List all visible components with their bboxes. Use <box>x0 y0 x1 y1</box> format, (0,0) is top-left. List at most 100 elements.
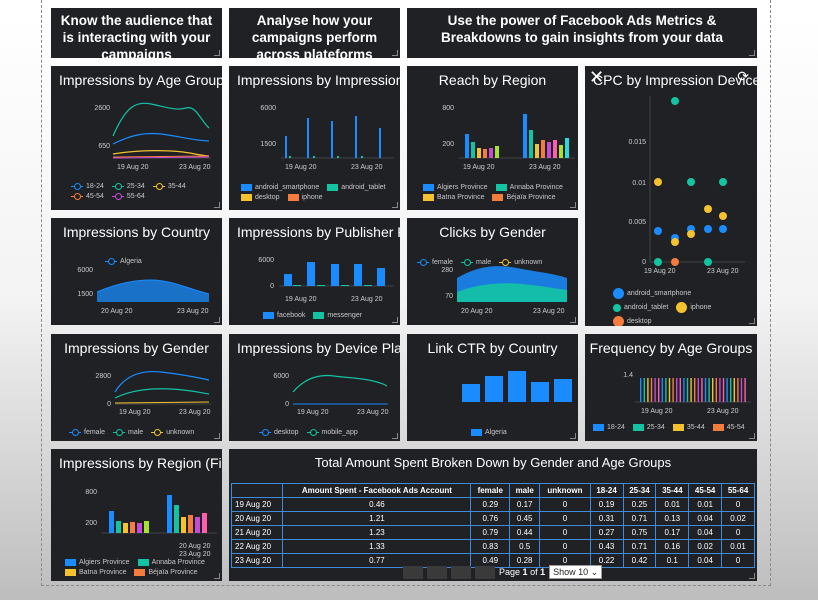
freq-bar <box>665 378 667 402</box>
first-page-button[interactable] <box>403 565 423 579</box>
panel-impressions-gender[interactable]: Impressions by Gender 2800 0 19 Aug 20 2… <box>51 334 222 441</box>
panel-impressions-publisher[interactable]: Impressions by Publisher Platform 6000 0… <box>229 218 400 325</box>
column-header[interactable]: Amount Spent - Facebook Ads Account <box>282 483 472 498</box>
table-cell: 0.29 <box>470 497 511 512</box>
svg-text:20 Aug 20: 20 Aug 20 <box>101 308 133 315</box>
panel-impressions-country[interactable]: Impressions by Country 6000 1500 20 Aug … <box>51 218 222 325</box>
rows-per-page-select[interactable]: Show 10 ⌄ <box>549 565 603 579</box>
table-cell: 0.71 <box>622 511 657 526</box>
table-cell: 0.19 <box>589 497 624 512</box>
ctr-bar-chart <box>462 371 572 402</box>
table-cell: 0.13 <box>655 511 690 526</box>
series-55-64 <box>112 156 210 159</box>
panel-reach-region[interactable]: Reach by Region 800 200 19 Aug 20 23 Aug… <box>407 66 578 210</box>
table-cell: 0.1 <box>655 553 690 568</box>
age-line-chart: 2600 650 19 Aug 20 23 Aug 20 <box>94 102 211 171</box>
table-cell: 1.33 <box>282 539 472 554</box>
panel-title: Impressions by Age Groups <box>59 72 222 88</box>
panel-clicks-gender[interactable]: Clicks by Gender 280 70 20 Aug 20 23 Aug… <box>407 218 578 325</box>
svg-text:23 Aug 20: 23 Aug 20 <box>351 164 383 171</box>
column-header[interactable]: unknown <box>539 483 591 498</box>
freq-bar <box>719 378 721 402</box>
y-tick: 2600 <box>94 105 110 112</box>
heading-text: Analyse how your campaigns perform acros… <box>251 13 378 58</box>
table-cell: 0.27 <box>589 525 624 540</box>
svg-text:800: 800 <box>442 105 454 112</box>
legend: android_smartphone android_tablet deskto… <box>241 184 396 201</box>
table-cell: 0.02 <box>688 539 723 554</box>
svg-text:19 Aug 20: 19 Aug 20 <box>285 164 317 171</box>
table-cell: 0.42 <box>622 553 657 568</box>
reach-bar-chart: 800 200 19 Aug 20 23 Aug 20 <box>442 105 575 171</box>
series-35-44 <box>112 150 210 157</box>
x-tick: 23 Aug 20 <box>179 164 211 171</box>
table-cell: 20 Aug 20 <box>230 511 284 526</box>
table-cell: 0.79 <box>470 525 511 540</box>
freq-bar-chart: 1.4 19 Aug 20 23 Aug 20 <box>623 372 751 415</box>
panel-cpc-device[interactable]: CPC by Impression Device ✕ ⟳ 0.015 0.01 … <box>585 66 757 326</box>
freq-bar <box>737 378 739 402</box>
table-cell: 0.04 <box>688 511 723 526</box>
panel-impressions-region-filtered[interactable]: Impressions by Region (Filtered) 800 200… <box>51 449 222 581</box>
gender-line-chart: 2800 0 19 Aug 20 23 Aug 20 <box>95 370 211 416</box>
refresh-icon[interactable]: ⟳ <box>737 68 749 84</box>
freq-bar <box>733 378 735 402</box>
column-header[interactable]: male <box>509 483 541 498</box>
panel-impressions-age[interactable]: Impressions by Age Groups 2600 650 19 Au… <box>51 66 222 210</box>
svg-text:20 Aug 20: 20 Aug 20 <box>461 308 493 315</box>
table-cell: 0.04 <box>688 553 723 568</box>
next-page-button[interactable] <box>451 565 471 579</box>
column-header[interactable]: 55-64 <box>721 483 755 498</box>
svg-text:19 Aug 20: 19 Aug 20 <box>285 296 317 303</box>
y-tick: 650 <box>98 143 110 150</box>
legend: Algiers Province Annaba Province Batna P… <box>65 559 220 576</box>
table-cell: 21 Aug 20 <box>230 525 284 540</box>
column-header[interactable]: 18-24 <box>589 483 624 498</box>
table-header-row: Amount Spent - Facebook Ads Account femal… <box>230 483 755 498</box>
device-bar-chart: 6000 1500 19 Aug 20 23 Aug 20 <box>260 105 394 171</box>
svg-text:19 Aug 20: 19 Aug 20 <box>119 409 151 416</box>
table-cell: 1.21 <box>282 511 472 526</box>
panel-amount-spent-table[interactable]: Total Amount Spent Broken Down by Gender… <box>229 449 757 581</box>
svg-text:19 Aug 20: 19 Aug 20 <box>641 408 673 415</box>
table-cell: 0.31 <box>589 511 624 526</box>
svg-text:0: 0 <box>285 401 289 408</box>
column-header[interactable]: female <box>470 483 511 498</box>
panel-frequency-age[interactable]: Frequency by Age Groups 1.4 19 Aug 20 23… <box>585 334 757 441</box>
table-pagination: Page 1 of 1 Show 10 ⌄ <box>403 565 603 579</box>
table-cell: 0.43 <box>589 539 624 554</box>
column-header[interactable]: 45-54 <box>688 483 723 498</box>
panel-title: Impressions by Publisher Platform <box>237 224 400 240</box>
svg-text:6000: 6000 <box>273 373 289 380</box>
legend: android_smartphone android_tablet iphone… <box>613 288 753 326</box>
svg-text:800: 800 <box>85 489 97 496</box>
last-page-button[interactable] <box>475 565 495 579</box>
table-cell: 0.83 <box>470 539 511 554</box>
legend: desktop mobile_app <box>259 429 358 436</box>
svg-text:0.005: 0.005 <box>628 219 646 226</box>
table-row: 20 Aug 20 1.21 0.76 0.45 0 0.31 0.71 0.13 0.04 0.… <box>230 511 755 526</box>
panel-impressions-device[interactable]: Impressions by Impression Device 6000 15… <box>229 66 400 210</box>
svg-text:23 Aug 20: 23 Aug 20 <box>179 409 211 416</box>
legend: Algeria <box>471 429 507 436</box>
table-cell: 0 <box>721 497 755 512</box>
panel-link-ctr[interactable]: Link CTR by Country Algeria <box>407 334 578 441</box>
freq-bar <box>643 378 645 402</box>
legend: 18-24 25-34 35-44 45-54 55-64 <box>71 183 211 200</box>
svg-text:23 Aug 20: 23 Aug 20 <box>179 551 211 558</box>
svg-text:6000: 6000 <box>77 267 93 274</box>
heading-audience: Know the audience that is interacting wi… <box>51 8 222 58</box>
column-header[interactable]: 25-34 <box>622 483 657 498</box>
close-icon[interactable]: ✕ <box>589 67 605 87</box>
table-cell: 0.16 <box>655 539 690 554</box>
svg-text:19 Aug 20: 19 Aug 20 <box>463 164 495 171</box>
freq-bar <box>686 378 689 402</box>
column-header[interactable]: 35-44 <box>655 483 690 498</box>
table-cell: 0 <box>539 511 591 526</box>
panel-impressions-device-platform[interactable]: Impressions by Device Platform 6000 0 19… <box>229 334 400 441</box>
svg-text:23 Aug 20: 23 Aug 20 <box>177 308 209 315</box>
freq-bar <box>744 378 746 402</box>
spend-table: Amount Spent - Facebook Ads Account femal… <box>230 483 755 568</box>
prev-page-button[interactable] <box>427 565 447 579</box>
column-header[interactable] <box>230 483 284 498</box>
